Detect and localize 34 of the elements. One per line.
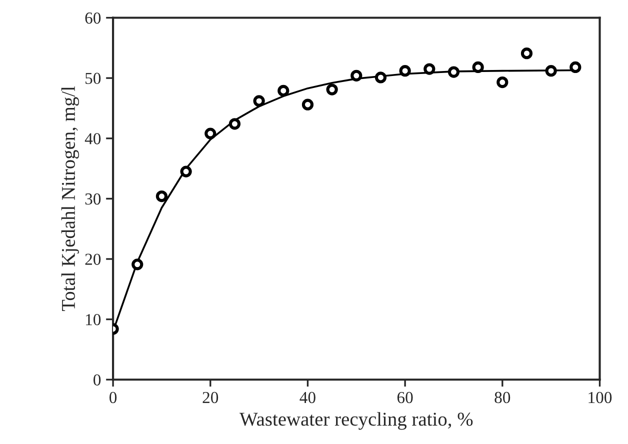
point <box>448 66 460 78</box>
point <box>424 63 436 75</box>
point <box>374 72 387 84</box>
point <box>545 65 557 77</box>
y-axis-title: Total Kjedahl Nitrogen, mg/l <box>61 86 80 312</box>
point <box>156 190 168 202</box>
point <box>228 118 241 130</box>
x-tick-label: 40 <box>300 392 316 404</box>
y-tick-label: 50 <box>86 72 101 84</box>
point <box>350 70 362 82</box>
y-tick-label: 60 <box>85 12 101 24</box>
x-tick-label: 20 <box>202 392 218 404</box>
point <box>472 61 484 74</box>
point <box>399 65 411 77</box>
y-tick-label: 30 <box>85 193 101 205</box>
y-tick-label: 0 <box>94 374 101 386</box>
y-tick-label: 20 <box>85 254 101 265</box>
point <box>496 76 508 88</box>
point <box>180 166 192 178</box>
x-tick-label: 0 <box>110 392 117 404</box>
x-tick-label: 80 <box>494 392 510 404</box>
point <box>204 128 216 140</box>
y-tick-label: 40 <box>84 133 101 144</box>
point <box>302 98 314 110</box>
x-tick-label: 100 <box>588 392 612 404</box>
y-tick-label: 10 <box>86 314 101 326</box>
point <box>520 48 533 60</box>
point <box>570 61 582 74</box>
point <box>326 84 338 96</box>
point <box>278 84 290 97</box>
x-tick-label: 60 <box>397 392 413 404</box>
x-axis-title: Wastewater recycling ratio, % <box>239 412 473 430</box>
point <box>253 95 265 107</box>
point <box>132 258 144 270</box>
